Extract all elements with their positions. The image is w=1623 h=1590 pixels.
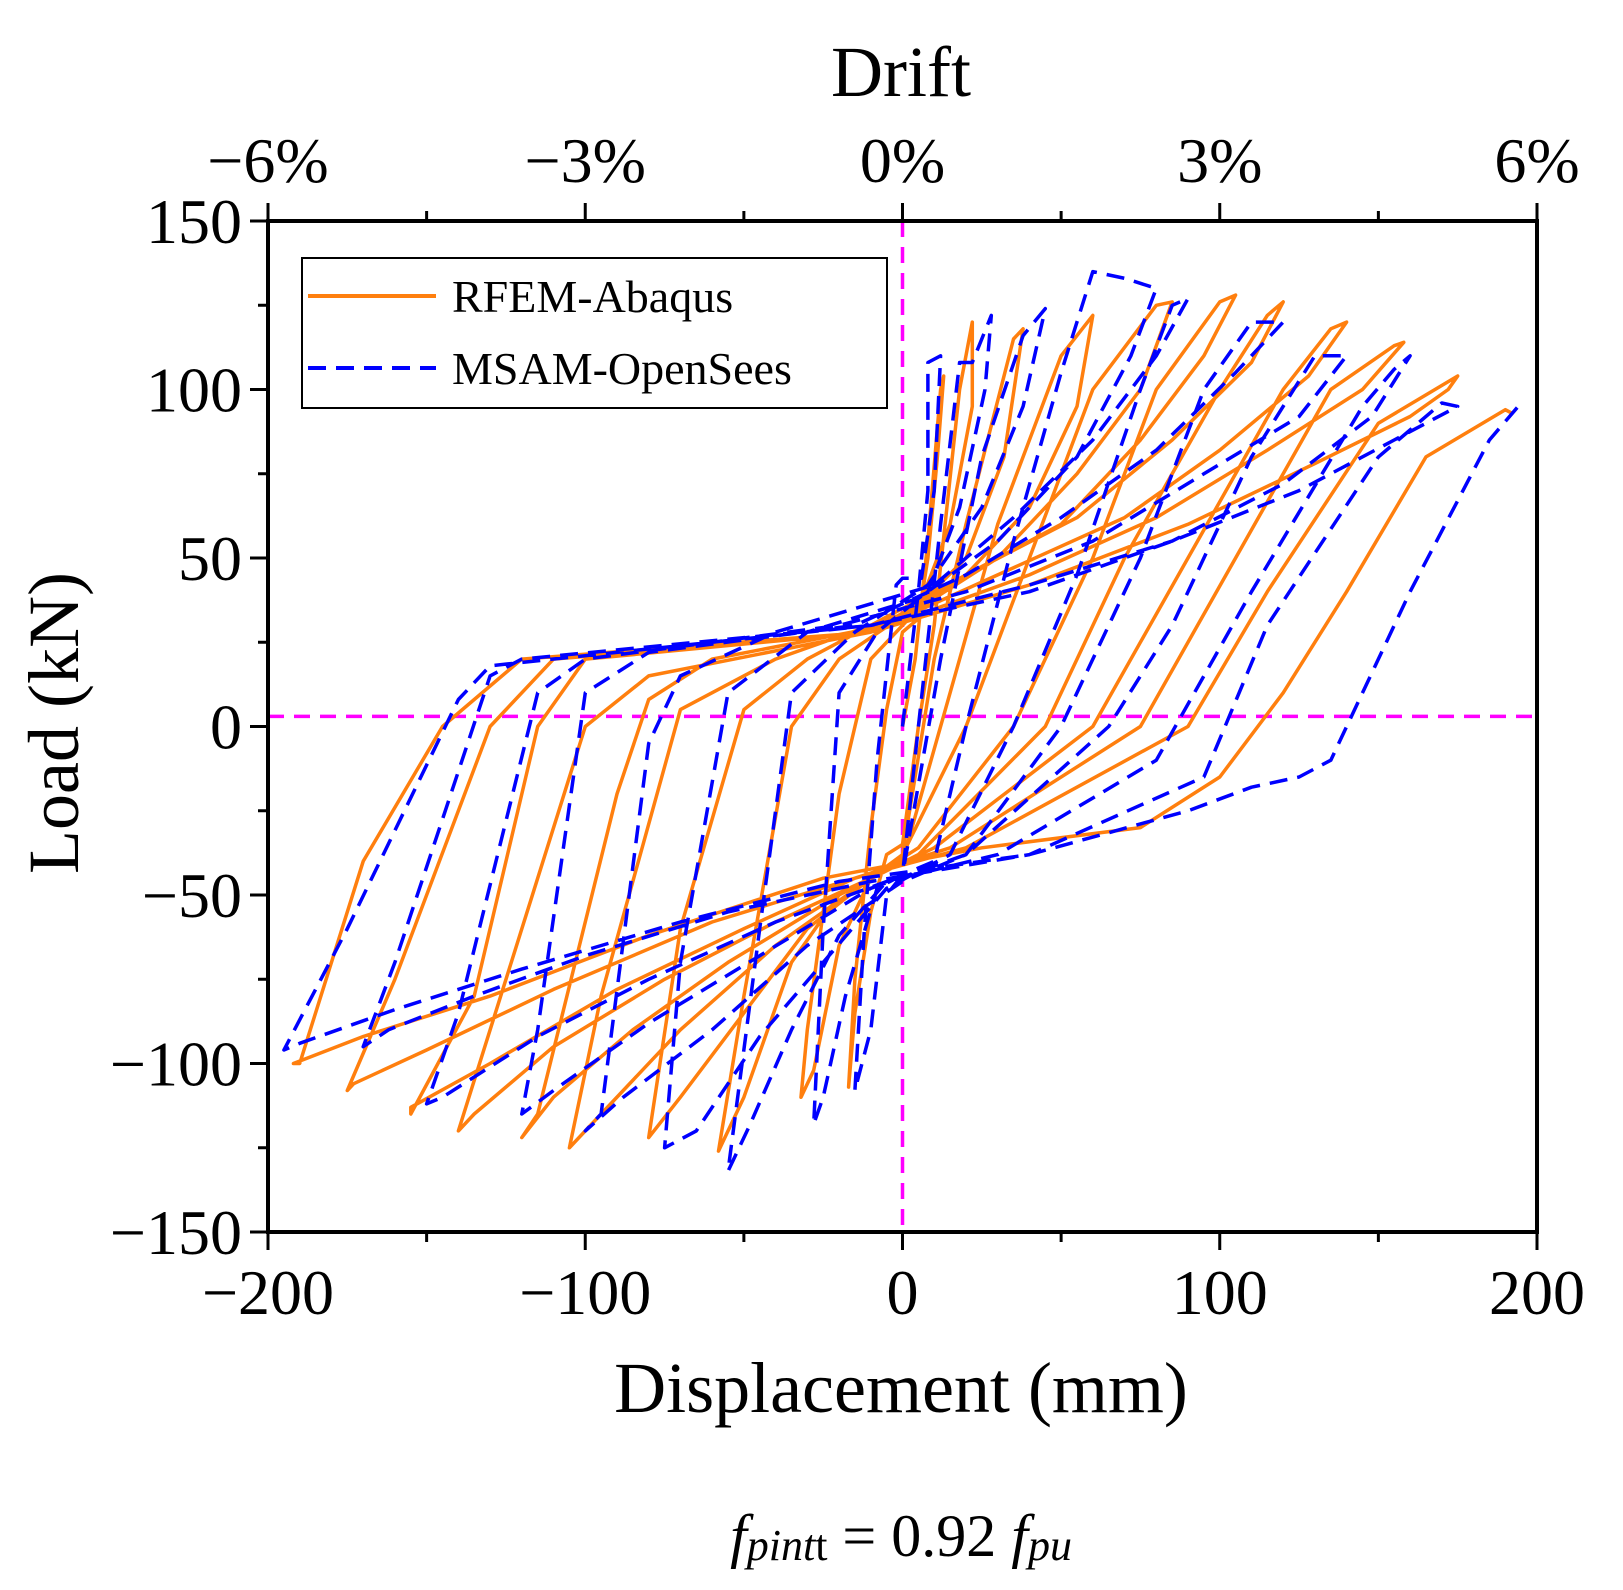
legend: RFEM-Abaqus MSAM-OpenSees [301, 257, 888, 409]
y-tick-label: −100 [110, 1029, 242, 1100]
x-tick-label: −100 [519, 1257, 651, 1328]
caption-sub2: pu [1025, 1521, 1072, 1570]
y-tick-label: −50 [142, 860, 242, 931]
axis-ticks [250, 203, 1539, 1250]
y-tick-label: 150 [146, 186, 242, 257]
x-tick-label: 0 [887, 1257, 919, 1328]
y-tick-label: 100 [146, 355, 242, 426]
legend-label-msam: MSAM-OpenSees [452, 343, 792, 394]
y-tick-label: 50 [178, 523, 242, 594]
y-tick-label: −150 [110, 1197, 242, 1268]
axis-tick-labels: −200 −100 0 100 200 −6% −3% 0% 3% 6% −150 −100 −50 0 5… [110, 125, 1585, 1328]
top-axis-title: Drift [831, 32, 971, 112]
x-tick-label: 200 [1489, 1257, 1585, 1328]
y-tick-label: 0 [210, 692, 242, 763]
caption: fpintt = 0.92 fpu [730, 1503, 1072, 1570]
x-axis-title: Displacement (mm) [614, 1348, 1188, 1428]
y-axis-title: Load (kN) [14, 572, 94, 874]
caption-sub1: pint [744, 1521, 817, 1570]
top-tick-label: 6% [1494, 125, 1579, 196]
caption-equals: = 0.92 [827, 1503, 1011, 1569]
series-layer [282, 269, 1523, 1174]
legend-box [301, 257, 888, 409]
x-tick-label: 100 [1172, 1257, 1268, 1328]
caption-sub1-tail: t [815, 1521, 827, 1570]
legend-label-rfem: RFEM-Abaqus [452, 271, 733, 322]
top-tick-label: −6% [207, 125, 328, 196]
top-tick-label: −3% [525, 125, 646, 196]
top-tick-label: 0% [860, 125, 945, 196]
top-tick-label: 3% [1177, 125, 1262, 196]
x-tick-label: −200 [202, 1257, 334, 1328]
